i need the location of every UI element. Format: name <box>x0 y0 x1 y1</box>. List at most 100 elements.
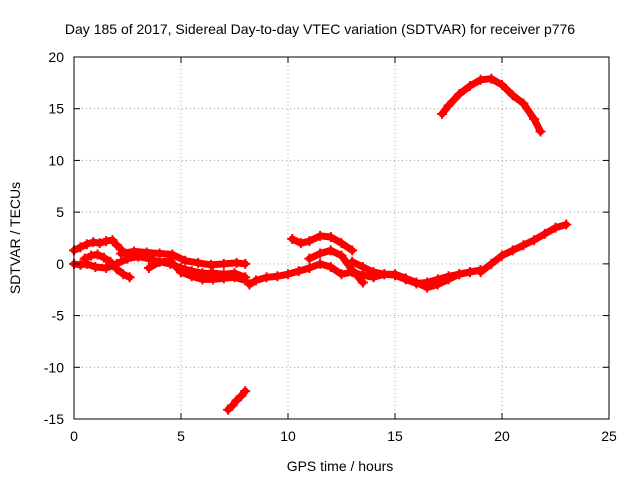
point-marker <box>111 264 122 275</box>
y-tick-label: 20 <box>48 49 64 65</box>
point-marker <box>295 238 306 249</box>
y-tick-label: -10 <box>44 359 64 375</box>
point-marker <box>261 272 272 283</box>
point-marker <box>357 261 368 272</box>
point-marker <box>304 262 315 273</box>
point-marker <box>518 240 529 251</box>
point-marker <box>561 219 572 230</box>
point-marker <box>154 256 165 267</box>
point-marker <box>128 246 139 257</box>
x-axis-label: GPS time / hours <box>287 458 394 474</box>
point-marker <box>75 242 86 253</box>
point-marker <box>176 267 186 278</box>
y-tick-label: 15 <box>48 101 64 117</box>
point-marker <box>518 98 529 109</box>
y-tick-label: 5 <box>56 204 64 220</box>
y-tick-label: 10 <box>48 152 64 168</box>
point-marker <box>250 275 261 286</box>
point-marker <box>75 259 86 270</box>
point-marker <box>315 230 326 241</box>
point-marker <box>79 253 90 264</box>
point-marker <box>101 236 112 247</box>
axis-ticks <box>73 56 610 420</box>
point-marker <box>443 274 454 285</box>
point-marker <box>227 400 238 411</box>
point-marker <box>336 250 347 261</box>
point-marker <box>272 271 283 282</box>
series-arc-5 <box>145 257 249 284</box>
point-marker <box>475 74 486 85</box>
point-marker <box>507 245 518 256</box>
point-marker <box>90 261 101 272</box>
point-marker <box>529 114 540 125</box>
point-marker <box>390 269 400 280</box>
point-marker <box>231 257 242 268</box>
point-marker <box>454 269 465 280</box>
series-arc-11 <box>438 75 544 135</box>
y-tick-label: -5 <box>52 308 65 324</box>
point-marker <box>218 273 229 284</box>
point-marker <box>116 248 127 259</box>
point-marker <box>240 258 251 269</box>
point-marker <box>325 245 336 256</box>
point-marker <box>400 273 411 284</box>
point-marker <box>208 274 219 285</box>
point-marker <box>193 257 204 268</box>
point-marker <box>336 269 347 280</box>
x-tick-label: 0 <box>70 428 78 444</box>
point-marker <box>347 245 358 256</box>
point-marker <box>283 269 293 280</box>
point-marker <box>437 108 448 119</box>
point-marker <box>141 247 152 258</box>
point-marker <box>287 234 298 245</box>
point-marker <box>507 90 518 101</box>
point-marker <box>167 249 178 260</box>
y-tick-label: -15 <box>44 411 64 427</box>
point-marker <box>98 252 109 263</box>
point-marker <box>81 239 92 250</box>
point-marker <box>454 89 465 100</box>
grid <box>74 57 609 419</box>
point-marker <box>535 126 546 137</box>
point-marker <box>143 262 154 273</box>
point-marker <box>107 235 118 246</box>
point-marker <box>497 250 507 261</box>
point-marker <box>325 231 336 242</box>
point-marker <box>118 269 129 280</box>
point-marker <box>229 272 240 283</box>
point-marker <box>94 238 105 249</box>
point-marker <box>347 256 358 267</box>
plot-frame <box>73 56 610 420</box>
point-marker <box>475 267 486 278</box>
point-marker <box>88 237 99 248</box>
y-axis-label: SDTVAR / TECUs <box>7 182 23 294</box>
x-tick-label: 10 <box>280 428 296 444</box>
x-tick-label: 5 <box>177 428 185 444</box>
point-marker <box>486 258 497 269</box>
point-marker <box>464 80 475 91</box>
point-marker <box>197 274 208 285</box>
series-group <box>69 73 572 415</box>
point-marker <box>105 256 116 267</box>
point-marker <box>218 258 229 269</box>
point-marker <box>379 269 390 280</box>
point-marker <box>235 391 246 402</box>
point-marker <box>315 258 326 269</box>
point-marker <box>186 271 197 282</box>
point-marker <box>539 228 550 239</box>
point-marker <box>550 222 561 233</box>
point-marker <box>443 100 454 111</box>
x-tick-label: 20 <box>494 428 510 444</box>
point-marker <box>304 236 315 247</box>
point-marker <box>304 253 315 264</box>
point-marker <box>464 267 475 278</box>
x-tick-label: 25 <box>601 428 617 444</box>
point-marker <box>336 238 347 249</box>
point-marker <box>497 79 507 90</box>
point-marker <box>101 262 112 273</box>
point-marker <box>325 261 336 272</box>
point-marker <box>86 250 97 261</box>
point-marker <box>240 386 251 397</box>
point-marker <box>486 73 497 84</box>
